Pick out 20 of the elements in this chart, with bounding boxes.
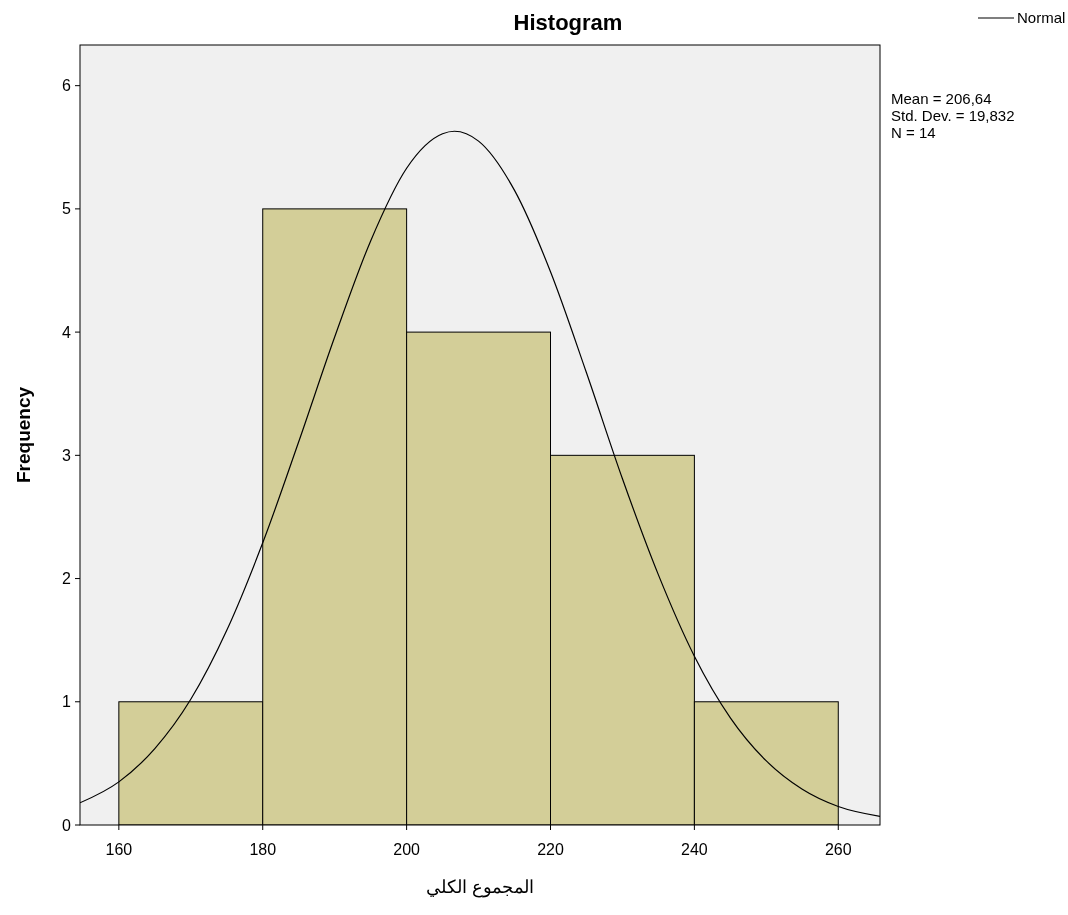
y-tick-label: 1 — [62, 693, 72, 711]
legend-label: Normal — [1017, 9, 1066, 27]
x-tick-label: 240 — [681, 841, 708, 858]
x-tick-label: 200 — [393, 841, 421, 858]
x-tick-label: 260 — [824, 841, 852, 858]
text: Std. Dev. = 19,832 — [891, 107, 1015, 124]
text: Mean = 206,64 — [891, 90, 992, 107]
chart-title: Histogram — [513, 10, 623, 35]
x-tick-label: 180 — [249, 841, 277, 858]
y-tick-label: 0 — [62, 816, 72, 834]
x-axis-title: المجموع الكلي — [425, 877, 535, 898]
y-tick-label: 2 — [62, 570, 72, 588]
y-axis-title: Frequency — [13, 386, 34, 484]
text: N = 14 — [891, 124, 936, 141]
x-tick-label: 220 — [537, 841, 564, 858]
y-tick-label: 3 — [62, 446, 72, 464]
y-tick-label: 6 — [62, 77, 72, 95]
x-tick-label: 160 — [105, 841, 133, 858]
y-tick-label: 4 — [62, 323, 72, 341]
y-tick-label: 5 — [62, 200, 72, 218]
